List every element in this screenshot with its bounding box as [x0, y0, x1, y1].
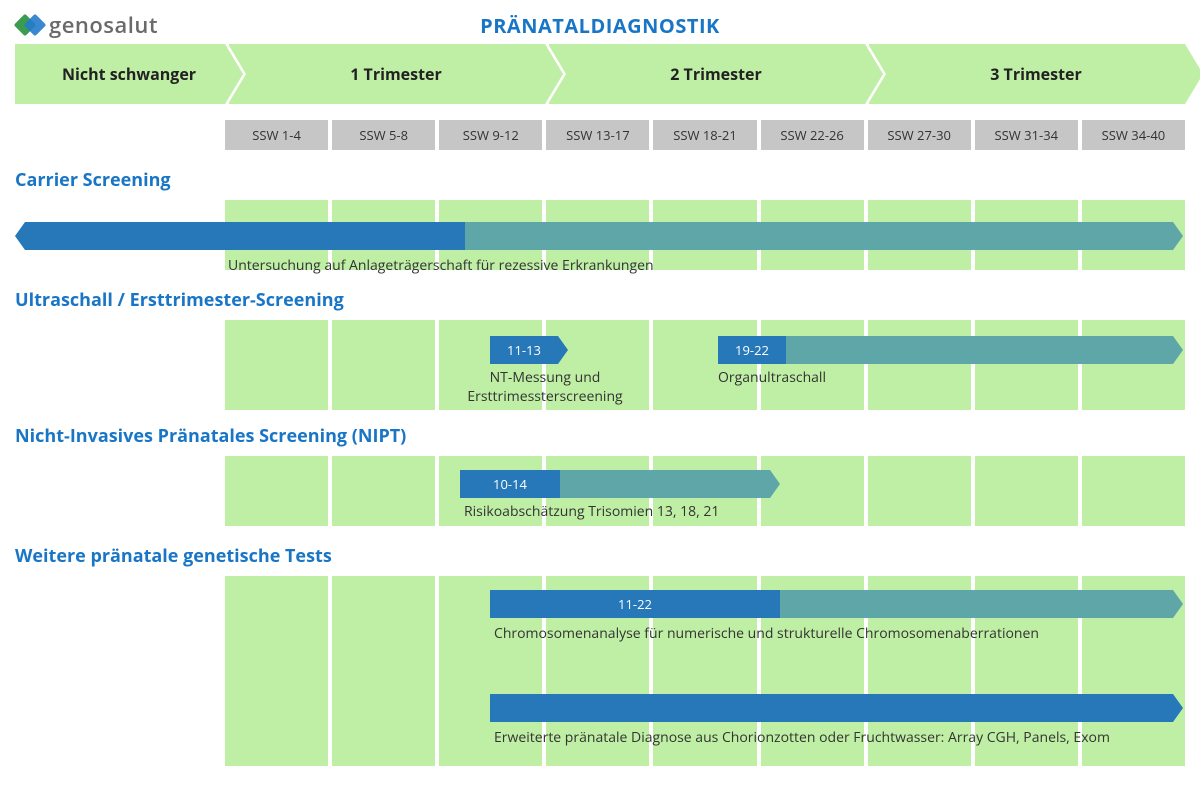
- section-title: Nicht-Invasives Pränatales Screening (NI…: [15, 424, 406, 448]
- week-box-2: SSW 9-12: [439, 120, 542, 150]
- trimester-chevrons: Nicht schwanger1 Trimester2 Trimester3 T…: [15, 44, 1195, 104]
- carrier-bar: [25, 222, 1173, 250]
- section-title: Weitere pränatale genetische Tests: [15, 544, 332, 568]
- chevron-2: 2 Trimester: [549, 44, 865, 104]
- timeline-bar: 10-14: [460, 470, 770, 498]
- chevron-0: Nicht schwanger: [15, 44, 225, 104]
- chevron-1: 1 Trimester: [229, 44, 545, 104]
- desc-text: Chromosomenanalyse für numerische und st…: [494, 624, 1039, 643]
- desc-text: Organultraschall: [718, 368, 826, 387]
- page-title: PRÄNATALDIAGNOSTIK: [0, 12, 1200, 39]
- desc-text: NT-Messung und Ersttrimessterscreening: [460, 368, 630, 406]
- week-box-1: SSW 5-8: [332, 120, 435, 150]
- timeline-bar: [490, 694, 1173, 722]
- week-row: SSW 1-4SSW 5-8SSW 9-12SSW 13-17SSW 18-21…: [225, 120, 1185, 150]
- chevron-3: 3 Trimester: [869, 44, 1185, 104]
- timeline-bar: 11-22: [490, 590, 1173, 618]
- desc-text: Risikoabschätzung Trisomien 13, 18, 21: [464, 502, 719, 521]
- week-box-6: SSW 27-30: [868, 120, 971, 150]
- week-box-7: SSW 31-34: [975, 120, 1078, 150]
- section-title: Carrier Screening: [15, 168, 171, 192]
- week-box-3: SSW 13-17: [546, 120, 649, 150]
- desc-text: Untersuchung auf Anlageträgerschaft für …: [228, 256, 654, 275]
- desc-text: Erweiterte pränatale Diagnose aus Chorio…: [494, 728, 1110, 747]
- week-box-5: SSW 22-26: [761, 120, 864, 150]
- week-box-0: SSW 1-4: [225, 120, 328, 150]
- week-box-8: SSW 34-40: [1082, 120, 1185, 150]
- timeline-bar: 11-13: [490, 336, 558, 364]
- week-box-4: SSW 18-21: [653, 120, 756, 150]
- timeline-bar: 19-22: [718, 336, 1173, 364]
- section-title: Ultraschall / Ersttrimester-Screening: [15, 288, 344, 312]
